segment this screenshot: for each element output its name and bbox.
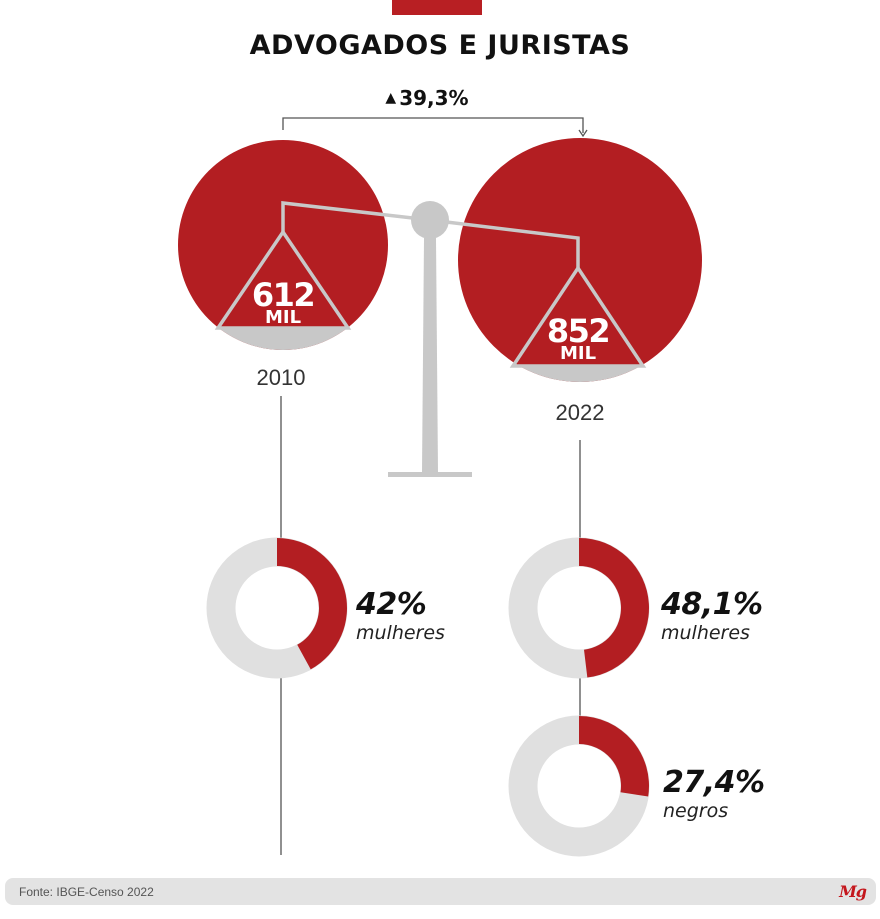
value-label-2022: 852	[546, 312, 611, 350]
year-label-2010: 2010	[256, 365, 306, 390]
donut-2010-mulheres	[206, 537, 348, 679]
year-label-2022: 2022	[555, 400, 605, 425]
footer-bar: Fonte: IBGE-Censo 2022 Mg	[5, 878, 876, 905]
source-text: Fonte: IBGE-Censo 2022	[19, 885, 154, 899]
pct-2022-mulheres: 48,1%	[661, 587, 763, 622]
brand-logo: Mg	[839, 882, 867, 901]
growth-indicator: ▲ 39,3%	[352, 86, 502, 110]
bubble-2010	[178, 140, 388, 350]
value-label-2010: 612	[251, 276, 316, 314]
donut-arc-2010-mulheres	[277, 538, 348, 670]
up-triangle-icon: ▲	[385, 90, 397, 106]
donut-2022-negros	[508, 715, 650, 857]
pct-2022-negros: 27,4%	[663, 765, 765, 800]
growth-bracket	[282, 117, 584, 133]
label-2022-negros: negros	[663, 800, 729, 822]
bubble-circle-2010	[178, 140, 388, 350]
bubble-circle-2022	[458, 138, 702, 382]
pct-2010-mulheres: 42%	[356, 587, 427, 622]
unit-label-2010: MIL	[264, 307, 302, 328]
label-2010-mulheres: mulheres	[356, 622, 445, 644]
bracket-arrow-icon	[578, 129, 588, 138]
scale-pan-2022	[509, 264, 647, 368]
chart-title: ADVOGADOS E JURISTAS	[249, 30, 631, 61]
growth-value: 39,3%	[399, 86, 469, 110]
donut-2022-mulheres	[508, 537, 650, 679]
donut-arc-2022-negros	[579, 716, 649, 797]
pan-fill-2010	[178, 328, 388, 350]
donut-arc-2022-mulheres	[579, 538, 649, 678]
header-accent-bar	[392, 0, 482, 15]
unit-label-2022: MIL	[559, 343, 597, 364]
balance-scale-icon	[281, 201, 580, 477]
scale-pan-2010	[214, 228, 352, 330]
bubble-2022	[458, 138, 702, 382]
label-2022-mulheres: mulheres	[661, 622, 750, 644]
